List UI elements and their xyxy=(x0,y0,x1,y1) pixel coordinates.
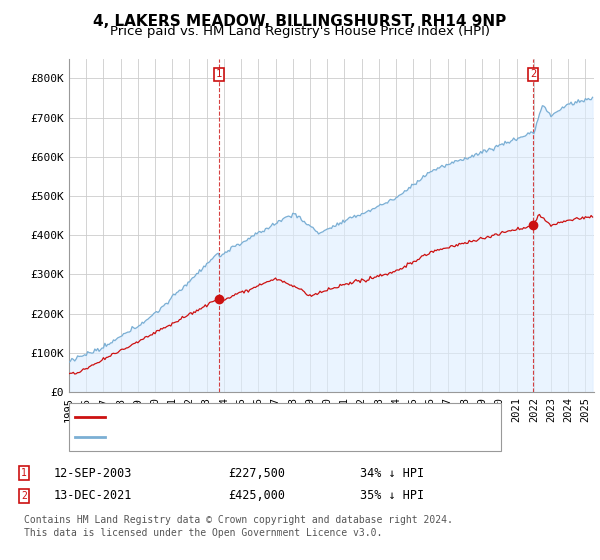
Text: £227,500: £227,500 xyxy=(228,466,285,480)
Text: 1: 1 xyxy=(216,69,222,80)
Text: HPI: Average price, detached house, Horsham: HPI: Average price, detached house, Hors… xyxy=(111,432,401,442)
Text: 2: 2 xyxy=(21,491,27,501)
Text: 4, LAKERS MEADOW, BILLINGSHURST, RH14 9NP (detached house): 4, LAKERS MEADOW, BILLINGSHURST, RH14 9N… xyxy=(111,412,503,422)
Text: 13-DEC-2021: 13-DEC-2021 xyxy=(54,489,133,502)
Text: 12-SEP-2003: 12-SEP-2003 xyxy=(54,466,133,480)
Text: 2: 2 xyxy=(530,69,536,80)
Text: Price paid vs. HM Land Registry's House Price Index (HPI): Price paid vs. HM Land Registry's House … xyxy=(110,25,490,38)
Text: £425,000: £425,000 xyxy=(228,489,285,502)
Text: Contains HM Land Registry data © Crown copyright and database right 2024.: Contains HM Land Registry data © Crown c… xyxy=(24,515,453,525)
Text: This data is licensed under the Open Government Licence v3.0.: This data is licensed under the Open Gov… xyxy=(24,528,382,538)
Text: 34% ↓ HPI: 34% ↓ HPI xyxy=(360,466,424,480)
Text: 4, LAKERS MEADOW, BILLINGSHURST, RH14 9NP: 4, LAKERS MEADOW, BILLINGSHURST, RH14 9N… xyxy=(94,14,506,29)
Text: 1: 1 xyxy=(21,468,27,478)
Text: 35% ↓ HPI: 35% ↓ HPI xyxy=(360,489,424,502)
